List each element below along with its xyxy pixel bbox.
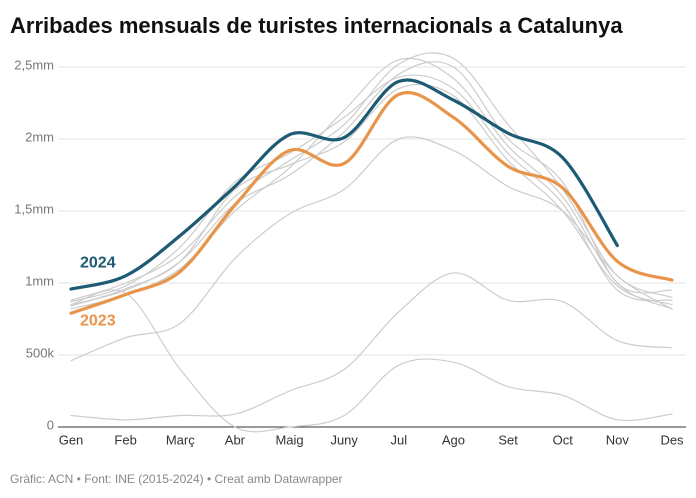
x-tick-label: Ago [442, 432, 465, 447]
y-tick-label: 1mm [25, 273, 54, 288]
y-tick-label: 2mm [25, 129, 54, 144]
line [70, 57, 673, 310]
x-tick-label: Març [166, 432, 195, 447]
line [70, 272, 673, 421]
y-tick-label: 1,5mm [14, 201, 54, 216]
line [70, 83, 673, 307]
series-label: 2024 [80, 254, 116, 271]
x-tick-label: Jul [391, 432, 408, 447]
x-tick-label: Nov [606, 432, 630, 447]
line [70, 52, 673, 301]
x-tick-label: Des [660, 432, 684, 447]
series-label: 2023 [80, 312, 116, 329]
y-tick-label: 0 [47, 417, 54, 432]
y-tick-label: 500k [26, 345, 55, 360]
x-tick-label: Abr [225, 432, 246, 447]
line [70, 289, 673, 433]
x-tick-label: Set [498, 432, 518, 447]
x-tick-label: Maig [275, 432, 303, 447]
x-tick-label: Juny [330, 432, 358, 447]
x-tick-label: Oct [553, 432, 574, 447]
line [70, 74, 673, 303]
x-tick-label: Gen [59, 432, 84, 447]
x-tick-label: Feb [114, 432, 136, 447]
source: Gràfic: ACN • Font: INE (2015-2024) • Cr… [10, 472, 343, 486]
chart-title: Arribades mensuals de turistes internaci… [10, 13, 623, 38]
y-tick-label: 2,5mm [14, 57, 54, 72]
line [70, 136, 673, 362]
highlight-line [69, 91, 674, 315]
highlight-line [69, 78, 619, 291]
